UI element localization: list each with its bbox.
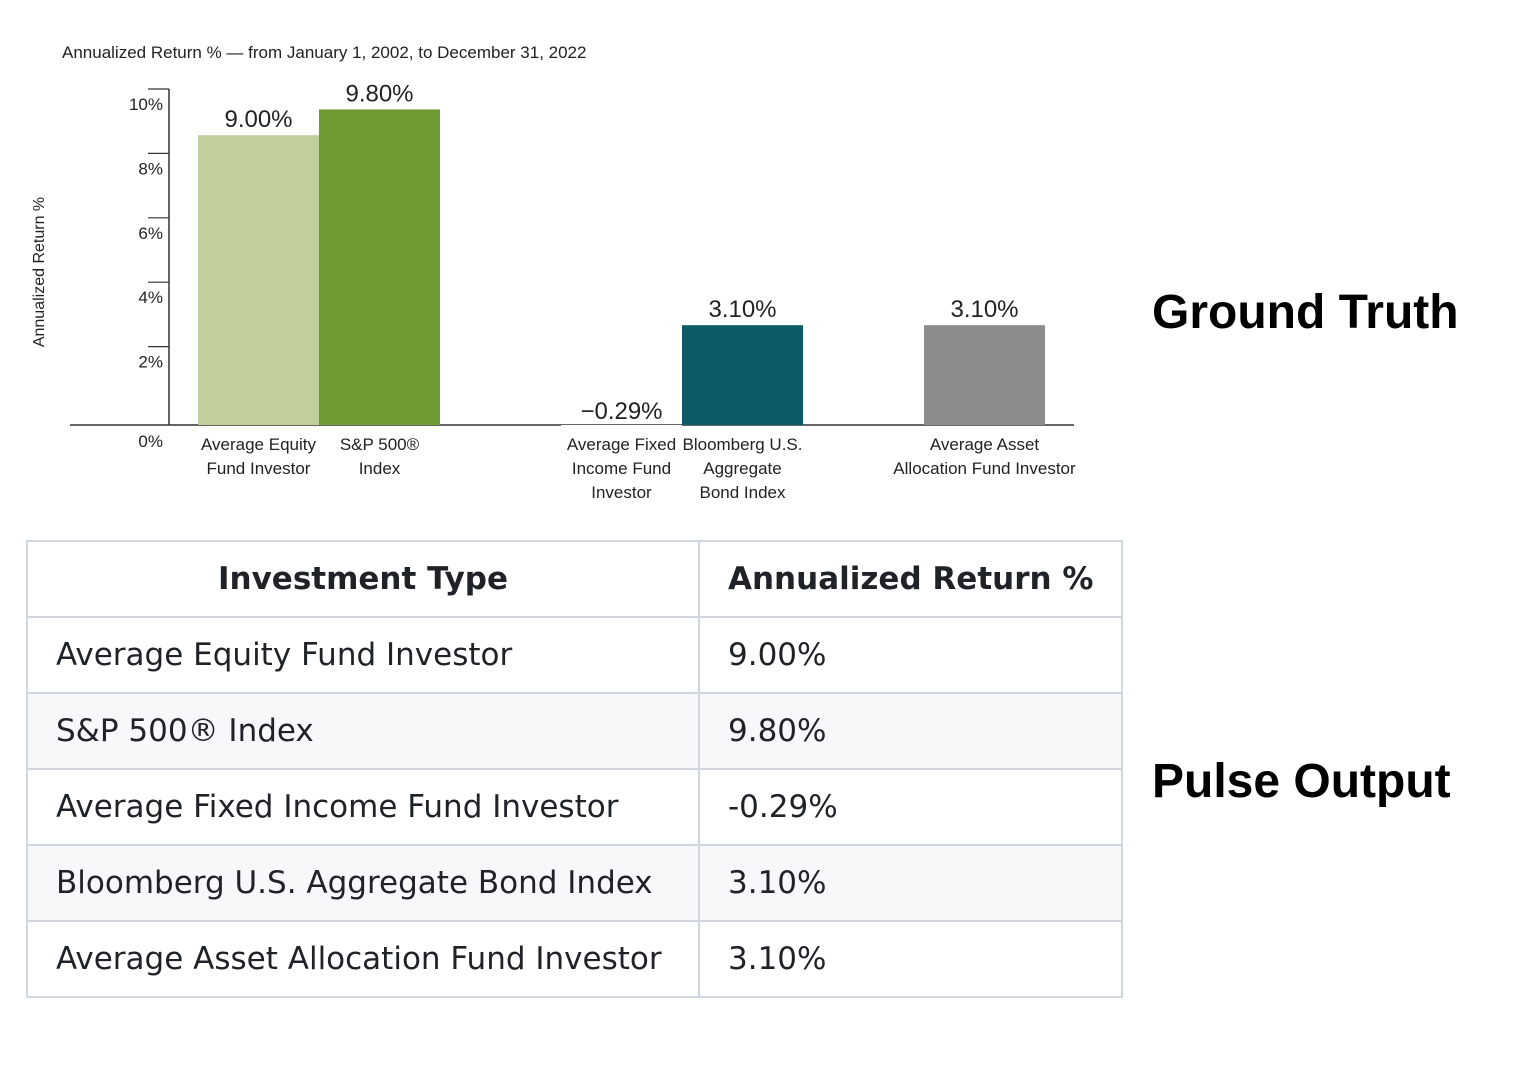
table-row: Bloomberg U.S. Aggregate Bond Index 3.10…: [26, 844, 1124, 922]
pulse-output-label: Pulse Output: [1152, 755, 1451, 808]
x-axis-labels: Average Equity Fund Investor S&P 500® Index…: [201, 435, 1076, 502]
investment-type-cell: S&P 500® Index: [26, 692, 700, 770]
y-tick-label: 10%: [129, 95, 163, 114]
bar-chart: Annualized Return % — from January 1, 20…: [31, 43, 1076, 502]
y-tick-label: 6%: [138, 224, 163, 243]
bar-value-label: 3.10%: [708, 296, 776, 323]
bar-value-label: 9.80%: [345, 80, 413, 107]
x-tick-label-line: S&P 500®: [340, 435, 420, 454]
value-labels: 9.00% 9.80% −0.29% 3.10% 3.10%: [224, 80, 1018, 425]
table-row: Average Asset Allocation Fund Investor 3…: [26, 920, 1124, 998]
x-tick-label-line: Income Fund: [572, 459, 671, 478]
x-tick-label: Average Equity Fund Investor: [201, 435, 316, 478]
bar: [319, 109, 440, 425]
x-tick-label: Bloomberg U.S. Aggregate Bond Index: [683, 435, 803, 502]
investment-type-cell: Average Equity Fund Investor: [26, 616, 700, 694]
annualized-return-cell: 9.00%: [697, 616, 1124, 694]
header-investment-type: Investment Type: [26, 540, 700, 618]
annualized-return-cell: 9.80%: [697, 692, 1124, 770]
investment-type-cell: Average Fixed Income Fund Investor: [26, 768, 700, 846]
annualized-return-cell: 3.10%: [697, 920, 1124, 998]
annualized-return-cell: 3.10%: [697, 844, 1124, 922]
x-tick-label-line: Aggregate: [703, 459, 781, 478]
y-tick-label: 2%: [138, 353, 163, 372]
y-axis-ticks: 0% 2% 4% 6% 8% 10%: [129, 88, 169, 451]
x-tick-label-line: Average Asset: [930, 435, 1040, 454]
y-tick-label: 4%: [138, 288, 163, 307]
x-tick-label-line: Average Fixed: [567, 435, 676, 454]
bar-value-label: 3.10%: [950, 296, 1018, 323]
bar: [198, 135, 319, 425]
bars: [198, 109, 1045, 435]
x-tick-label: Average Asset Allocation Fund Investor: [893, 435, 1076, 478]
x-tick-label-line: Bond Index: [699, 483, 786, 502]
x-tick-label-line: Investor: [591, 483, 652, 502]
y-tick-label: 8%: [138, 159, 163, 178]
bar: [561, 425, 682, 435]
table-row: Average Fixed Income Fund Investor -0.29…: [26, 768, 1124, 846]
table-row: Average Equity Fund Investor 9.00%: [26, 616, 1124, 694]
y-tick-label: 0%: [138, 432, 163, 451]
bar-value-label: 9.00%: [224, 106, 292, 133]
bar: [682, 325, 803, 425]
investment-type-cell: Bloomberg U.S. Aggregate Bond Index: [26, 844, 700, 922]
table-header-row: Investment Type Annualized Return %: [26, 540, 1124, 618]
x-tick-label-line: Index: [359, 459, 401, 478]
header-annualized-return: Annualized Return %: [697, 540, 1124, 618]
ground-truth-label: Ground Truth: [1152, 286, 1459, 339]
x-tick-label-line: Average Equity: [201, 435, 316, 454]
x-tick-label-line: Bloomberg U.S.: [683, 435, 803, 454]
bar-value-label: −0.29%: [580, 398, 662, 425]
x-tick-label: S&P 500® Index: [340, 435, 420, 478]
annualized-return-cell: -0.29%: [697, 768, 1124, 846]
investment-type-cell: Average Asset Allocation Fund Investor: [26, 920, 700, 998]
y-axis-title: Annualized Return %: [31, 197, 48, 347]
x-tick-label: Average Fixed Income Fund Investor: [567, 435, 676, 502]
x-tick-label-line: Fund Investor: [207, 459, 311, 478]
chart-title: Annualized Return % — from January 1, 20…: [62, 43, 586, 62]
x-tick-label-line: Allocation Fund Investor: [893, 459, 1076, 478]
bar: [924, 325, 1045, 425]
table-row: S&P 500® Index 9.80%: [26, 692, 1124, 770]
data-table: Investment Type Annualized Return % Aver…: [26, 540, 1124, 998]
